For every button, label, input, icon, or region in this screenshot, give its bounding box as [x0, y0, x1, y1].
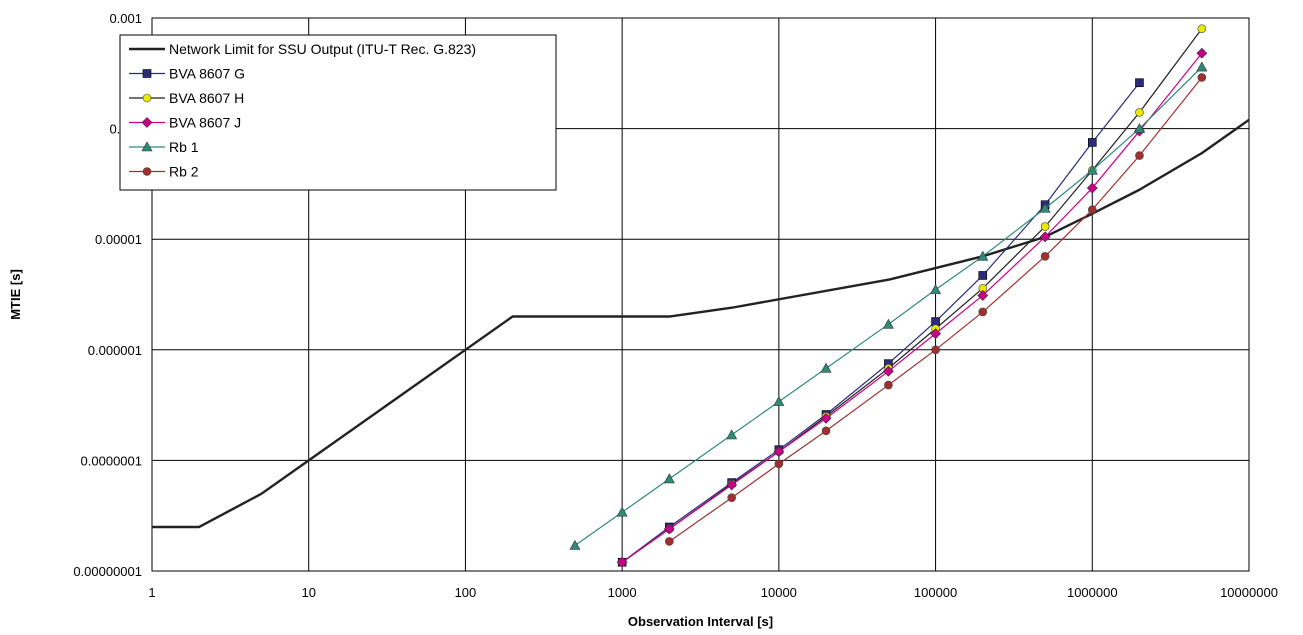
x-tick-label: 10000 — [761, 585, 797, 600]
legend-label: BVA 8607 G — [169, 66, 245, 82]
x-axis-title: Observation Interval [s] — [628, 614, 773, 629]
data-point — [1086, 164, 1098, 175]
data-point — [1197, 73, 1207, 82]
legend-label: BVA 8607 H — [169, 90, 244, 106]
data-point — [931, 345, 940, 355]
data-point — [978, 307, 988, 317]
series-line — [621, 28, 1203, 563]
x-tick-label: 1000 — [608, 585, 637, 600]
legend-box — [119, 34, 557, 191]
data-point — [616, 556, 628, 568]
data-point — [1197, 24, 1207, 34]
series-1 — [617, 78, 1144, 567]
x-tick-label: 10000000 — [1220, 585, 1278, 600]
legend-label: Network Limit for SSU Output (ITU-T Rec.… — [169, 41, 476, 57]
legend-label: BVA 8607 J — [169, 115, 241, 131]
grid — [151, 17, 1250, 572]
data-point — [820, 362, 832, 373]
data-point — [930, 284, 942, 294]
data-point — [977, 290, 989, 301]
legend-label: Rb 1 — [169, 139, 199, 155]
y-axis-title: MTIE [s] — [8, 269, 23, 320]
legend-item: BVA 8607 H — [129, 90, 244, 106]
y-tick-label: 0.000001 — [88, 343, 142, 358]
data-point — [977, 250, 989, 261]
data-point — [1087, 205, 1097, 214]
data-point — [663, 523, 675, 535]
legend-label: Rb 2 — [169, 164, 199, 180]
data-point — [665, 537, 674, 546]
plot-area — [151, 17, 1250, 572]
data-point — [141, 117, 153, 128]
series-line — [152, 118, 1249, 529]
data-point — [726, 479, 738, 491]
y-tick-label: 0.001 — [109, 11, 142, 26]
data-point — [1135, 108, 1144, 117]
series-4 — [569, 61, 1208, 550]
data-point — [1196, 47, 1208, 59]
series-0 — [152, 118, 1249, 529]
legend: Network Limit for SSU Output (ITU-T Rec.… — [119, 34, 557, 191]
data-point — [569, 539, 581, 550]
data-point — [1133, 122, 1145, 133]
series-layer — [152, 24, 1249, 568]
data-point — [727, 493, 736, 502]
legend-item: Network Limit for SSU Output (ITU-T Rec.… — [129, 41, 476, 57]
data-point — [1039, 231, 1051, 243]
data-point — [1039, 202, 1051, 213]
series-line — [621, 52, 1203, 563]
data-point — [884, 380, 893, 390]
x-tick-label: 1 — [148, 585, 155, 600]
data-point — [142, 69, 152, 78]
legend-item: Rb 1 — [129, 139, 199, 155]
data-point — [1196, 61, 1208, 72]
data-point — [1086, 182, 1098, 194]
data-point — [726, 429, 738, 440]
y-tick-label: 0.00001 — [95, 232, 142, 247]
data-point — [663, 473, 675, 484]
legend-item: Rb 2 — [129, 164, 199, 180]
data-point — [1040, 222, 1050, 231]
legend-item: BVA 8607 G — [129, 66, 245, 82]
data-point — [774, 459, 784, 469]
x-tick-label: 10 — [301, 585, 315, 600]
data-point — [931, 317, 940, 326]
data-point — [820, 412, 832, 424]
series-5 — [665, 73, 1207, 546]
data-point — [773, 446, 785, 458]
y-tick-label: 0.00000001 — [73, 564, 142, 579]
data-point — [1087, 138, 1097, 147]
data-point — [821, 426, 831, 436]
y-tick-label: 0.0000001 — [81, 453, 142, 468]
series-3 — [616, 47, 1208, 568]
data-point — [1135, 78, 1144, 88]
data-point — [1135, 151, 1144, 160]
data-point — [141, 141, 153, 152]
series-2 — [617, 24, 1207, 567]
x-tick-label: 100 — [455, 585, 477, 600]
data-point — [882, 318, 894, 329]
x-tick-label: 1000000 — [1067, 585, 1118, 600]
legend-item: BVA 8607 J — [129, 115, 241, 131]
data-point — [142, 167, 152, 176]
data-point — [773, 396, 785, 406]
data-point — [616, 506, 628, 517]
series-line — [621, 82, 1140, 563]
data-point — [142, 93, 152, 103]
series-line — [574, 66, 1203, 547]
data-point — [882, 365, 894, 377]
data-point — [978, 271, 988, 280]
x-tick-label: 100000 — [914, 585, 957, 600]
data-point — [1040, 252, 1050, 261]
data-point — [930, 328, 941, 340]
